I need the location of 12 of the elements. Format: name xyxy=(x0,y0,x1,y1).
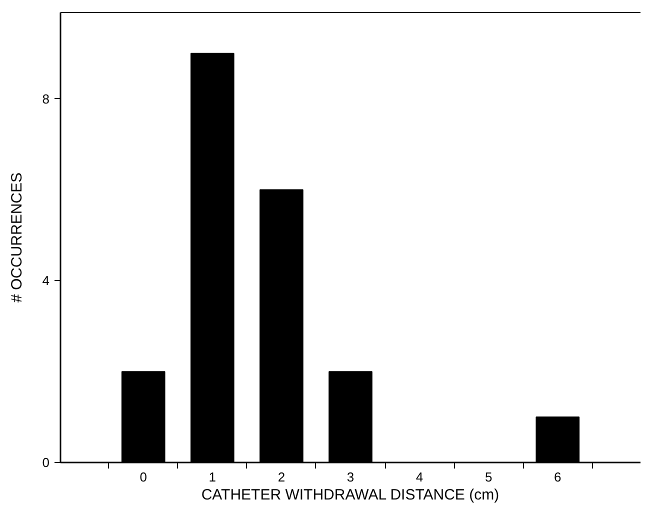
y-tick-label: 8 xyxy=(42,91,50,106)
x-tick-label: 2 xyxy=(278,470,286,484)
x-tick-label: 0 xyxy=(140,470,147,484)
x-tick-label: 5 xyxy=(484,470,492,484)
x-tick-label: 4 xyxy=(416,470,424,484)
y-tick-label: 0 xyxy=(42,455,50,470)
x-tick-label: 1 xyxy=(208,470,216,484)
x-axis-title: CATHETER WITHDRAWAL DISTANCE (cm) xyxy=(201,486,500,504)
y-tick-label: 4 xyxy=(42,273,50,288)
x-tick-label: 6 xyxy=(554,470,562,484)
y-axis-title: # OCCURRENCES xyxy=(8,172,26,303)
x-tick-label: 3 xyxy=(346,470,354,484)
